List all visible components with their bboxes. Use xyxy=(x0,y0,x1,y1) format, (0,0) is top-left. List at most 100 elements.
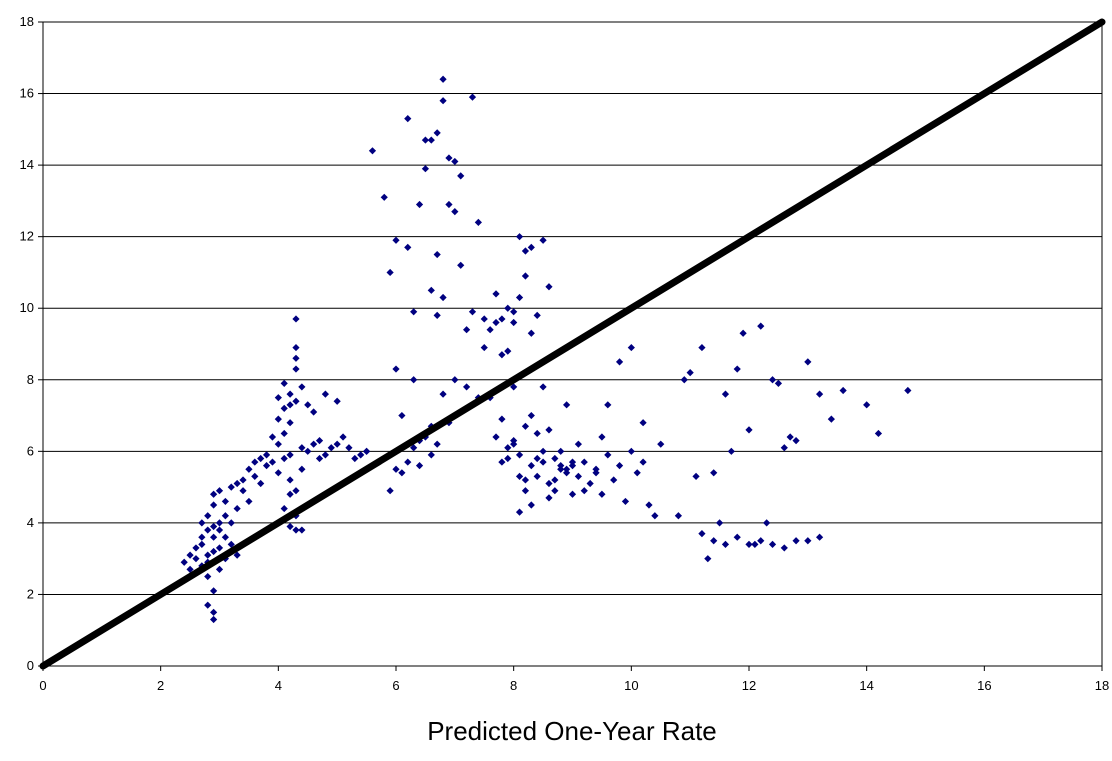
data-point xyxy=(204,572,212,581)
data-point xyxy=(292,354,300,362)
data-point xyxy=(504,304,512,312)
y-tick-label: 6 xyxy=(27,443,34,458)
data-point xyxy=(180,558,188,566)
data-point xyxy=(257,479,265,488)
data-point xyxy=(421,165,430,173)
data-point xyxy=(233,479,241,488)
data-point xyxy=(445,154,453,162)
data-point xyxy=(392,236,400,244)
data-point xyxy=(504,347,512,355)
data-point xyxy=(392,465,400,473)
data-point xyxy=(710,469,718,477)
data-point xyxy=(745,426,753,434)
data-point xyxy=(639,419,647,427)
data-points xyxy=(180,75,912,624)
data-point xyxy=(439,75,447,83)
data-point xyxy=(415,462,424,470)
data-point xyxy=(533,311,541,319)
data-point xyxy=(210,501,218,509)
data-point xyxy=(598,433,606,441)
data-point xyxy=(315,454,324,463)
data-point xyxy=(510,383,518,391)
data-point xyxy=(521,247,530,255)
data-point xyxy=(568,490,577,498)
x-tick-label: 2 xyxy=(157,678,164,693)
data-point xyxy=(492,433,500,441)
data-point xyxy=(515,293,524,302)
data-point xyxy=(410,308,418,316)
data-point xyxy=(639,458,647,466)
data-point xyxy=(768,376,777,384)
data-point xyxy=(527,501,535,509)
data-point xyxy=(521,422,530,430)
data-point xyxy=(539,383,547,391)
data-point xyxy=(227,519,235,527)
data-point xyxy=(657,440,665,448)
data-point xyxy=(498,458,506,466)
data-point xyxy=(533,454,541,463)
data-point xyxy=(733,533,741,541)
data-point xyxy=(463,326,471,334)
data-point xyxy=(780,444,788,452)
data-point xyxy=(286,419,294,427)
data-point xyxy=(721,390,730,398)
data-point xyxy=(604,451,612,459)
data-point xyxy=(515,508,524,516)
data-point xyxy=(380,193,388,201)
data-point xyxy=(286,401,294,409)
data-point xyxy=(733,365,741,373)
data-point xyxy=(186,551,194,559)
data-point xyxy=(339,433,347,441)
data-point xyxy=(510,318,518,327)
data-point xyxy=(239,487,247,495)
data-point xyxy=(421,136,430,144)
data-point xyxy=(474,218,482,226)
data-point xyxy=(410,376,418,384)
data-point xyxy=(404,115,412,123)
data-point xyxy=(298,526,306,534)
data-point xyxy=(268,433,277,441)
data-point xyxy=(233,551,241,559)
data-point xyxy=(221,533,229,541)
data-point xyxy=(545,426,553,434)
data-point xyxy=(745,540,753,548)
y-tick-label: 16 xyxy=(20,86,34,101)
axes xyxy=(38,21,1103,671)
data-point xyxy=(310,440,318,448)
data-point xyxy=(521,476,530,484)
data-point xyxy=(286,490,294,498)
data-point xyxy=(774,379,783,387)
data-point xyxy=(780,544,788,552)
data-point xyxy=(439,390,447,398)
data-point xyxy=(610,476,618,484)
data-point xyxy=(586,479,594,488)
data-point xyxy=(563,465,571,473)
data-point xyxy=(574,440,582,448)
data-point xyxy=(839,386,847,395)
data-point xyxy=(398,411,406,420)
data-point xyxy=(451,157,459,166)
x-tick-label: 4 xyxy=(275,678,282,693)
data-point xyxy=(198,519,206,527)
x-tick-label: 6 xyxy=(392,678,399,693)
data-point xyxy=(527,462,535,470)
data-point xyxy=(827,415,835,423)
x-tick-label: 8 xyxy=(510,678,517,693)
data-point xyxy=(333,397,341,405)
data-point xyxy=(874,429,883,438)
data-point xyxy=(210,547,218,556)
data-point xyxy=(315,437,324,445)
gridlines xyxy=(43,21,1102,595)
data-point xyxy=(498,315,506,323)
data-point xyxy=(721,540,730,548)
data-point xyxy=(580,458,588,466)
data-point xyxy=(486,326,494,334)
x-tick-label: 12 xyxy=(742,678,756,693)
data-point xyxy=(551,487,559,495)
data-point xyxy=(751,540,759,548)
data-point xyxy=(504,444,512,452)
data-point xyxy=(539,447,547,455)
data-point xyxy=(410,444,418,452)
data-point xyxy=(221,512,229,520)
